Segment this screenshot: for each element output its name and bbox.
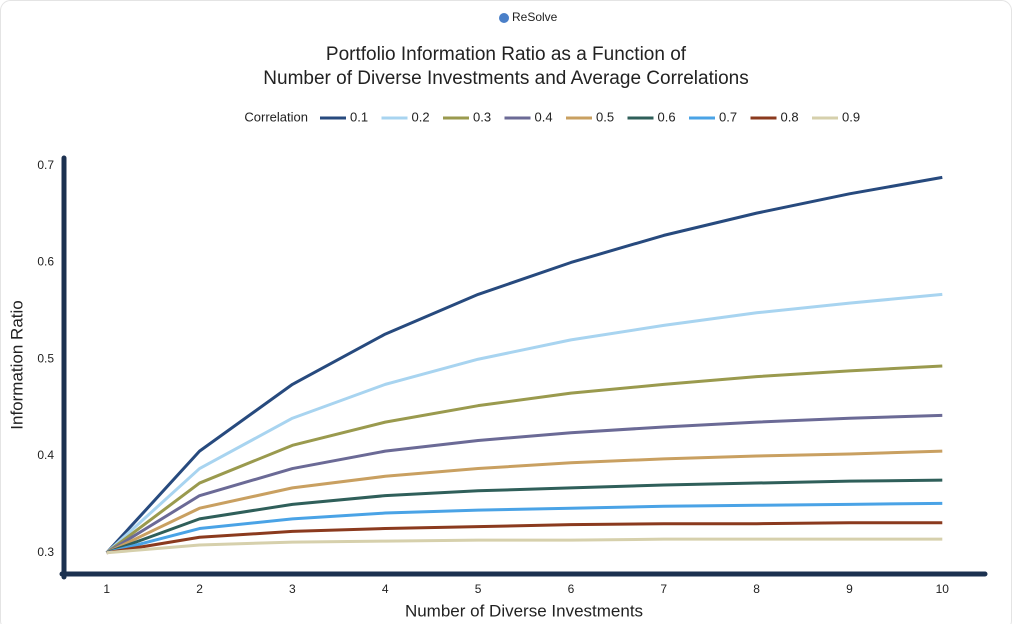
x-tick-label: 8 <box>753 582 760 596</box>
legend-label: 0.7 <box>719 109 737 124</box>
legend-label: 0.6 <box>658 109 676 124</box>
series-line <box>105 175 943 554</box>
series-line <box>105 364 943 554</box>
series-line <box>106 537 943 555</box>
x-tick-label: 9 <box>846 582 853 596</box>
legend-label: 0.5 <box>596 109 614 124</box>
series-line <box>106 449 943 555</box>
series-line <box>105 413 943 554</box>
x-axis-title: Number of Diverse Investments <box>405 601 643 620</box>
logo: ReSolve <box>512 10 558 24</box>
x-tick-label: 7 <box>660 582 667 596</box>
legend-label: 0.4 <box>535 109 553 124</box>
y-axis-title: Information Ratio <box>7 300 26 429</box>
legend-title: Correlation <box>244 109 308 124</box>
chart-title: Portfolio Information Ratio as a Functio… <box>326 44 687 65</box>
x-tick-label: 3 <box>289 582 296 596</box>
y-tick-label: 0.7 <box>37 158 54 172</box>
x-tick-label: 6 <box>568 582 575 596</box>
y-tick-label: 0.4 <box>37 448 54 462</box>
y-tick-label: 0.6 <box>37 255 54 269</box>
legend-label: 0.1 <box>350 109 368 124</box>
y-tick-label: 0.3 <box>37 545 54 559</box>
legend-label: 0.8 <box>781 109 799 124</box>
series-line <box>106 521 943 555</box>
legend-label: 0.2 <box>412 109 430 124</box>
x-tick-label: 1 <box>103 582 110 596</box>
legend-label: 0.9 <box>842 109 860 124</box>
x-tick-label: 2 <box>196 582 203 596</box>
logo-icon <box>499 13 509 23</box>
x-tick-label: 10 <box>936 582 950 596</box>
x-tick-label: 5 <box>475 582 482 596</box>
series-line <box>106 478 943 555</box>
series-line <box>106 501 943 555</box>
chart-title: Number of Diverse Investments and Averag… <box>263 68 748 89</box>
legend-label: 0.3 <box>473 109 491 124</box>
series-line <box>105 292 943 554</box>
y-tick-label: 0.5 <box>37 351 54 365</box>
x-tick-label: 4 <box>382 582 389 596</box>
